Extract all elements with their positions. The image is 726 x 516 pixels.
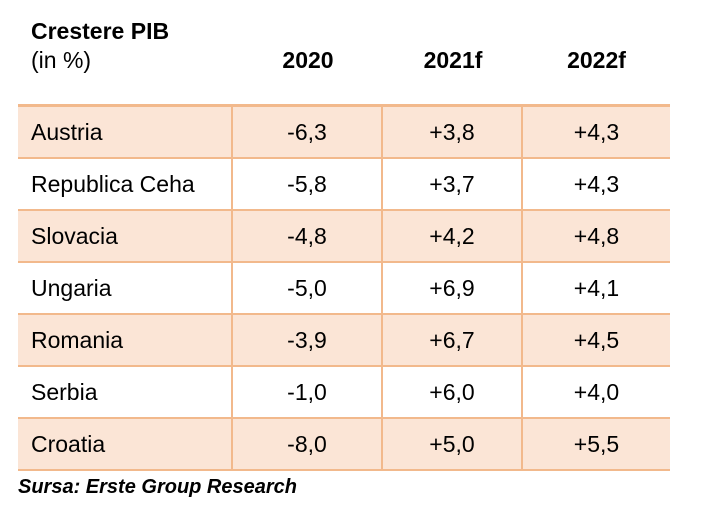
table-row: Republica Ceha -5,8 +3,7 +4,3 <box>18 159 670 211</box>
row-label: Croatia <box>18 419 233 469</box>
value-cell: +6,0 <box>383 367 523 417</box>
table-row: Romania -3,9 +6,7 +4,5 <box>18 315 670 367</box>
row-label: Ungaria <box>18 263 233 313</box>
value-cell: -3,9 <box>233 315 383 365</box>
table-row: Serbia -1,0 +6,0 +4,0 <box>18 367 670 419</box>
column-header-2020: 2020 <box>282 47 334 73</box>
value-cell: +4,3 <box>573 118 620 145</box>
value-cell: -8,0 <box>233 419 383 469</box>
gdp-growth-table: Austria -6,3 +3,8 +4,3 Republica Ceha -5… <box>18 104 670 471</box>
value-cell: +4,3 <box>573 170 620 197</box>
column-header-2021f: 2021f <box>423 47 483 73</box>
table-row: Austria -6,3 +3,8 +4,3 <box>18 107 670 159</box>
value-cell: +3,7 <box>383 159 523 209</box>
column-header-2022f: 2022f <box>567 47 626 73</box>
value-cell: +6,7 <box>383 315 523 365</box>
source-note: Sursa: Erste Group Research <box>18 476 297 498</box>
row-label: Romania <box>18 315 233 365</box>
value-cell: +4,1 <box>573 274 620 301</box>
value-cell: +4,0 <box>573 378 620 405</box>
row-label: Austria <box>18 107 233 157</box>
value-cell: -5,0 <box>233 263 383 313</box>
table-subtitle: (in %) <box>31 47 92 73</box>
value-cell: +5,5 <box>573 430 620 457</box>
row-label: Serbia <box>18 367 233 417</box>
table-row: Croatia -8,0 +5,0 +5,5 <box>18 419 670 471</box>
row-label: Slovacia <box>18 211 233 261</box>
value-cell: +6,9 <box>383 263 523 313</box>
value-cell: +3,8 <box>383 107 523 157</box>
table-title: Crestere PIB <box>31 18 170 44</box>
value-cell: -6,3 <box>233 107 383 157</box>
row-label: Republica Ceha <box>18 159 233 209</box>
value-cell: +4,5 <box>573 326 620 353</box>
value-cell: -1,0 <box>233 367 383 417</box>
value-cell: +4,8 <box>573 222 620 249</box>
value-cell: +4,2 <box>383 211 523 261</box>
value-cell: -5,8 <box>233 159 383 209</box>
table-header: Crestere PIB (in %) 2020 2021f 2022f <box>0 0 726 100</box>
table-row: Ungaria -5,0 +6,9 +4,1 <box>18 263 670 315</box>
value-cell: -4,8 <box>233 211 383 261</box>
table-row: Slovacia -4,8 +4,2 +4,8 <box>18 211 670 263</box>
value-cell: +5,0 <box>383 419 523 469</box>
